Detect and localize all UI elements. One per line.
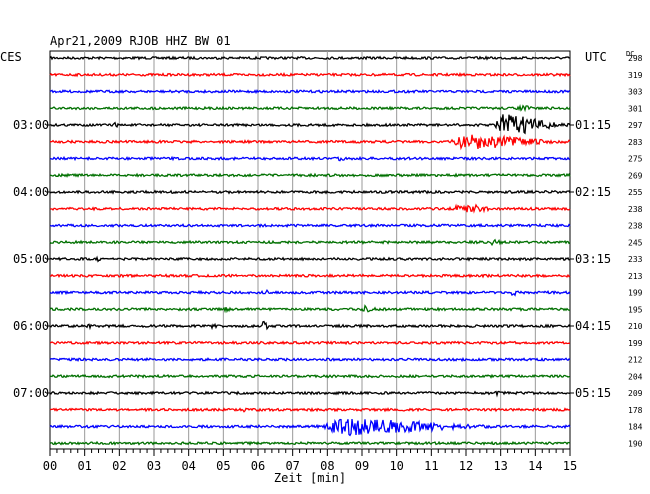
trace-line xyxy=(50,373,570,379)
left-time-label: 07:00 xyxy=(13,386,49,400)
trace-line xyxy=(49,203,571,214)
x-tick-label: 01 xyxy=(77,459,91,473)
trace-line xyxy=(49,418,571,437)
right-time-label: 04:15 xyxy=(575,319,611,333)
dc-value: 213 xyxy=(628,272,643,281)
dc-value: 184 xyxy=(628,423,643,432)
minute-grid xyxy=(84,51,536,449)
dc-value: 275 xyxy=(628,155,643,164)
trace-line xyxy=(50,172,571,178)
trace-line xyxy=(49,320,571,331)
trace-line xyxy=(50,104,571,113)
trace-line xyxy=(49,189,571,195)
x-tick-label: 13 xyxy=(493,459,507,473)
trace-line xyxy=(49,288,571,297)
dc-value: 255 xyxy=(628,188,643,197)
dc-value: 269 xyxy=(628,171,643,180)
dc-value: 233 xyxy=(628,255,643,264)
dc-value: 212 xyxy=(628,356,643,365)
left-time-label: 05:00 xyxy=(13,252,49,266)
trace-line xyxy=(49,440,571,446)
x-tick-label: 03 xyxy=(147,459,161,473)
dc-value: 298 xyxy=(628,54,643,63)
x-tick-label: 04 xyxy=(181,459,195,473)
trace-line xyxy=(49,55,571,61)
x-axis-label: Zeit [min] xyxy=(274,471,346,485)
dc-value: 297 xyxy=(628,121,643,130)
dc-label: DC xyxy=(626,50,634,58)
trace-line xyxy=(49,238,571,247)
trace-line xyxy=(49,407,571,413)
x-tick-label: 11 xyxy=(424,459,438,473)
x-tick-label: 10 xyxy=(389,459,403,473)
trace-line xyxy=(49,134,571,151)
dc-value: 301 xyxy=(628,104,643,113)
trace-line xyxy=(49,255,571,263)
trace-line xyxy=(49,304,571,314)
x-tick-label: 02 xyxy=(112,459,126,473)
right-axis-label: UTC xyxy=(585,50,607,64)
trace-line xyxy=(49,88,571,95)
dc-value: 210 xyxy=(628,322,643,331)
dc-value: 238 xyxy=(628,205,643,214)
trace-line xyxy=(49,222,571,229)
chart-title: Apr21,2009 RJOB HHZ BW 01 xyxy=(50,34,231,48)
x-tick-label: 05 xyxy=(216,459,230,473)
dc-value: 245 xyxy=(628,238,643,247)
trace-line xyxy=(49,273,571,279)
dc-value: 283 xyxy=(628,138,643,147)
trace-line xyxy=(49,155,571,162)
x-tick-label: 00 xyxy=(43,459,57,473)
trace-line xyxy=(49,356,571,363)
right-time-label: 03:15 xyxy=(575,252,611,266)
dc-value: 199 xyxy=(628,339,643,348)
dc-value: 195 xyxy=(628,305,643,314)
plot-frame xyxy=(49,50,571,450)
dc-value: 204 xyxy=(628,372,643,381)
trace-line xyxy=(49,340,571,346)
time-axis: 00 01 02 03 04 05 06 07 08 09 10 11 12 13 14 15 xyxy=(43,449,577,473)
trace-line xyxy=(49,72,571,78)
x-tick-label: 14 xyxy=(528,459,542,473)
x-tick-label: 09 xyxy=(355,459,369,473)
dc-value: 190 xyxy=(628,439,643,448)
x-tick-label: 08 xyxy=(320,459,334,473)
trace-line xyxy=(49,114,571,135)
x-tick-label: 06 xyxy=(251,459,265,473)
dc-value: 178 xyxy=(628,406,643,415)
x-tick-label: 07 xyxy=(285,459,299,473)
dc-value: 319 xyxy=(628,71,643,80)
x-tick-label: 15 xyxy=(563,459,577,473)
left-time-label: 06:00 xyxy=(13,319,49,333)
right-time-label: 02:15 xyxy=(575,185,611,199)
x-tick-label: 12 xyxy=(459,459,473,473)
right-time-label: 01:15 xyxy=(575,118,611,132)
right-time-label: 05:15 xyxy=(575,386,611,400)
left-time-label: 04:00 xyxy=(13,185,49,199)
dc-value: 209 xyxy=(628,389,643,398)
left-time-label: 03:00 xyxy=(13,118,49,132)
trace-group: 298 319 303 301 297 03:00 01:15 283 275 269 255 04:… xyxy=(13,54,643,448)
dc-value: 199 xyxy=(628,289,643,298)
trace-line xyxy=(49,390,571,398)
dc-value: 303 xyxy=(628,88,643,97)
dc-value: 238 xyxy=(628,222,643,231)
left-axis-label: CES xyxy=(0,50,22,64)
